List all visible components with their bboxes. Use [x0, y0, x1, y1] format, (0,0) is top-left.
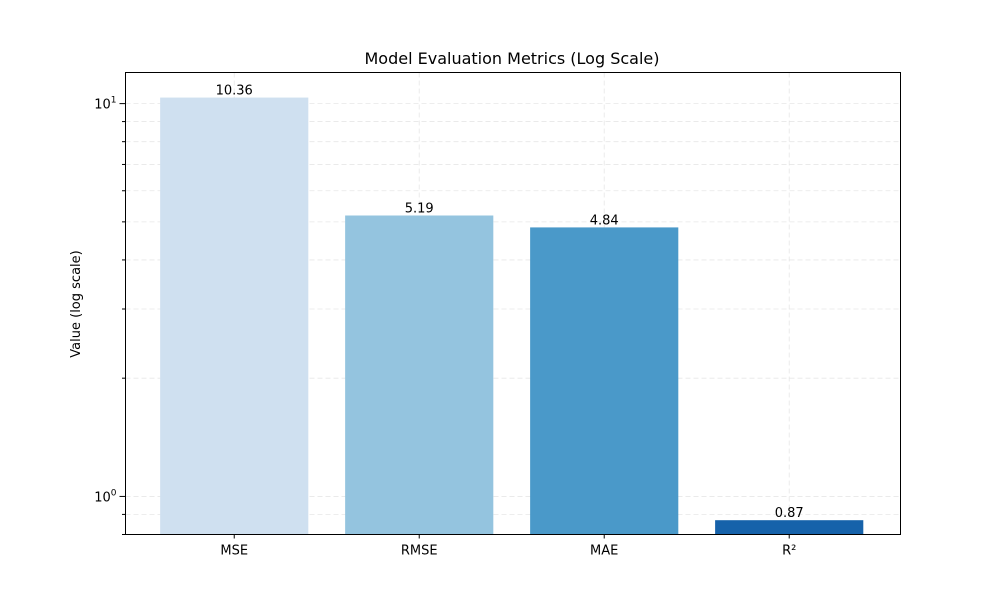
label-layer: 10.36 5.19 4.84 0.87	[216, 84, 804, 522]
bar-mse	[160, 97, 309, 535]
x-tick-label: MSE	[220, 544, 248, 559]
axis-layer: MSE RMSE MAE R² 100 101	[94, 96, 796, 559]
bar-r	[715, 520, 864, 535]
bar-value-label: 10.36	[216, 84, 253, 99]
plot-frame	[125, 72, 901, 535]
x-tick-label: R²	[782, 544, 796, 559]
x-tick-label: RMSE	[401, 544, 438, 559]
bar-value-label: 4.84	[590, 213, 619, 228]
y-tick-label: 101	[94, 96, 116, 113]
chart-title: Model Evaluation Metrics (Log Scale)	[365, 49, 660, 68]
bar-rmse	[345, 215, 494, 535]
y-axis-label: Value (log scale)	[69, 250, 84, 357]
bar-value-label: 0.87	[775, 506, 804, 521]
y-tick-label: 100	[94, 488, 117, 505]
x-tick-label: MAE	[590, 544, 618, 559]
bar-mae	[530, 227, 679, 535]
bar-value-label: 5.19	[405, 201, 434, 216]
bar-layer	[160, 97, 864, 535]
